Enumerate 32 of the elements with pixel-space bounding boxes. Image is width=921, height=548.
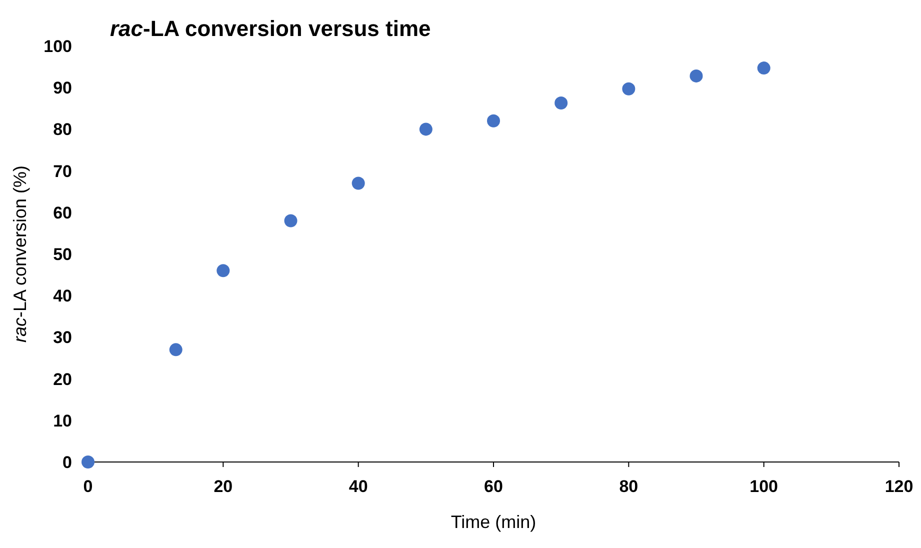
point <box>554 96 568 110</box>
y-tick-label: 30 <box>53 328 72 348</box>
x-tick-label: 40 <box>348 477 368 496</box>
x-tick-label: 80 <box>619 477 638 496</box>
x-axis-title: Time (min) <box>450 512 536 532</box>
y-axis-title: rac-LA conversion (%) <box>10 165 30 343</box>
y-tick-label: 90 <box>53 78 72 98</box>
point <box>757 62 770 75</box>
chart-title: rac-LA conversion versus time <box>110 16 431 41</box>
point <box>169 343 182 356</box>
y-tick-label: 40 <box>53 286 72 306</box>
point <box>690 69 703 82</box>
x-tick-label: 60 <box>484 477 503 496</box>
y-tick-label: 50 <box>53 245 72 264</box>
point <box>419 122 432 136</box>
x-tick-label: 0 <box>83 477 93 496</box>
y-tick-label: 80 <box>53 120 72 140</box>
x-tick-label: 120 <box>884 477 914 496</box>
y-tick-label: 60 <box>53 203 72 222</box>
y-tick-label: 10 <box>53 411 72 430</box>
y-tick-label: 70 <box>53 162 72 181</box>
x-tick-label: 100 <box>750 477 778 496</box>
point <box>216 264 230 278</box>
y-tick-label: 0 <box>62 453 72 472</box>
x-tick-label: 20 <box>214 477 233 496</box>
point <box>622 82 636 96</box>
point <box>487 114 500 128</box>
y-tick-label: 20 <box>53 370 72 389</box>
point <box>284 214 298 228</box>
point <box>352 176 365 190</box>
point <box>82 456 94 468</box>
y-tick-label: 100 <box>44 37 72 56</box>
